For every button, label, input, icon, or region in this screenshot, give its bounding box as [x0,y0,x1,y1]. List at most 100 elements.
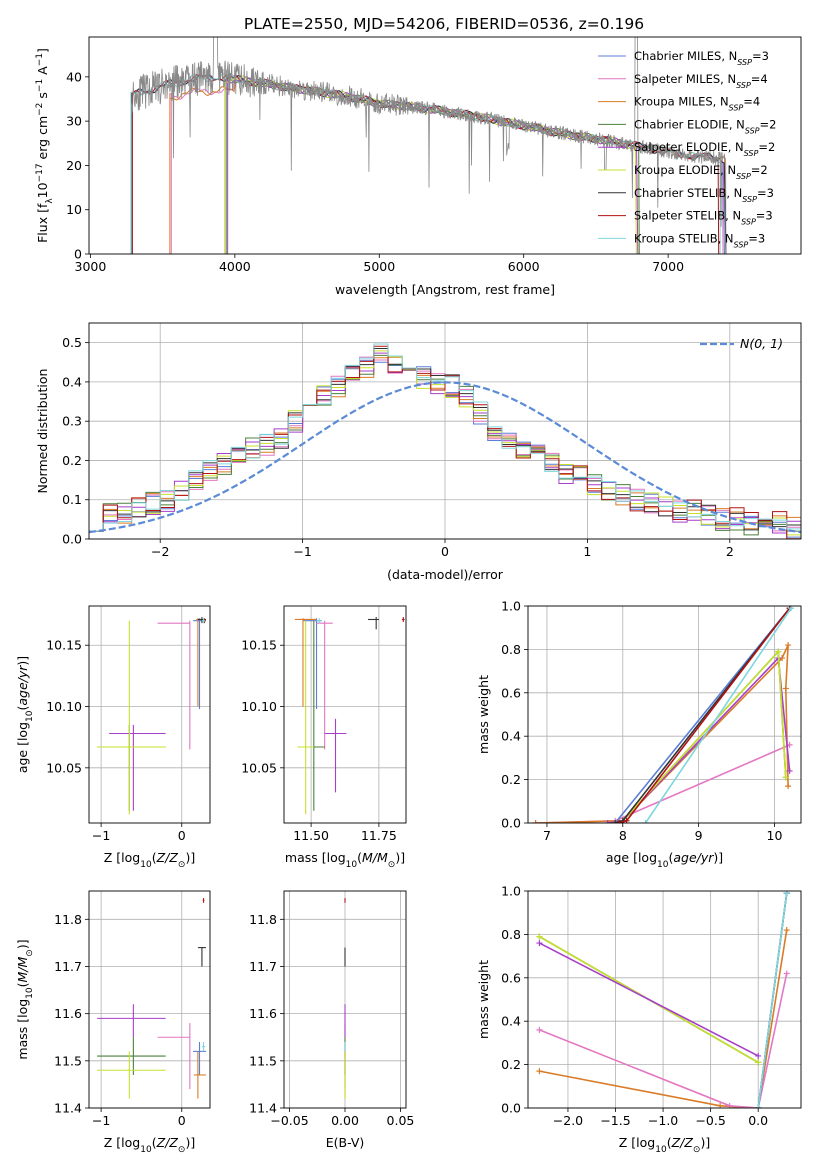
plot-frame [88,605,211,824]
y-tick-label: 0.0 [501,816,521,831]
y-tick-label: 1.0 [501,884,521,899]
spectrum-panel: 3000 4000 5000 6000 7000 0 10 20 30 40 wavelength … [35,36,802,297]
figure-title: PLATE=2550, MJD=54206, FIBERID=0536, z=0… [244,15,644,33]
legend-text: Kroupa ELODIE, N [634,163,736,177]
label-part: ⊙ [25,949,35,957]
legend-subscript: SSP [745,126,760,135]
y-tick-label: 0.2 [501,1057,521,1072]
model-spectrum-chabrier_elodie [225,76,640,254]
plot-area [89,343,801,539]
weight-line-salpeter_stelib [618,607,791,823]
legend-entry: Chabrier STELIB, NSSP=3 [634,186,774,204]
label-part: mass [log [285,850,346,865]
x-tick-label: 7000 [652,259,684,274]
legend-suffix: =4 [751,72,768,86]
label-part: ⊙ [178,1145,186,1155]
weight-marker-kroupa_miles [785,783,792,790]
legend-entry: Kroupa ELODIE, NSSP=2 [634,163,768,181]
x-axis-label: mass [log10(M/M⊙)] [285,850,405,870]
legend-subscript: SSP [736,80,751,89]
x-tick-label: 0.05 [387,1113,415,1128]
legend-text: Salpeter STELIB, N [634,209,741,223]
y-tick-label: 11.7 [54,959,82,974]
weight-marker-salpeter_elodie [536,940,543,947]
weight-marker-kroupa_miles [532,820,539,823]
label-part: 10 [657,860,669,870]
x-axis-label: Z [log10(Z/Z⊙)] [104,850,195,870]
plot-frame [88,322,802,540]
label-part: 10 [35,182,50,198]
weight-marker-salpeter_elodie [755,1052,762,1059]
label-part: s [35,92,50,103]
x-tick-label: 7 [543,828,551,843]
y-tick-label: 11.5 [54,1053,82,1068]
x-tick-label: 8 [619,828,627,843]
y-axis-label: age [log10(age/yr)] [15,656,35,773]
label-part: M/M [15,956,30,982]
label-part: )] [713,850,723,865]
x-axis-label: Z [log10(Z/Z⊙)] [104,1135,195,1155]
x-tick-label: 9 [695,828,703,843]
legend-text: Chabrier STELIB, N [634,186,742,200]
legend-text: Chabrier MILES, N [634,49,737,63]
label-part: ( [668,850,673,865]
weight-marker-kroupa_stelib [755,1105,762,1108]
y-tick-label: 11.6 [54,1006,82,1021]
legend-suffix: =4 [743,95,760,109]
legend-suffix: =3 [757,186,774,200]
x-tick-label: −1.0 [648,1113,678,1128]
legend-suffix: =2 [758,140,775,154]
plot-frame [527,605,802,824]
y-tick-label: 0.8 [501,927,521,942]
label-part: ] [35,48,50,53]
x-tick-label: 10 [767,828,783,843]
legend-entry: Chabrier MILES, NSSP=3 [634,49,769,67]
weight-line-salpeter_elodie [539,942,759,1057]
y-tick-label: 10.05 [46,760,82,775]
plot-frame [283,605,407,824]
label-part: age/yr [673,850,714,865]
label-part: Z/Z [671,1135,694,1150]
x-tick-label: −0.05 [270,1113,308,1128]
weight-line-salpeter_miles [539,973,788,1108]
y-tick-label: 11.8 [249,912,277,927]
legend-subscript: SSP [742,194,757,203]
weight-marker-chabrier_stelib [612,820,619,823]
weight-marker-kroupa_miles [782,685,789,692]
label-part: Z/Z [156,1135,179,1150]
y-tick-label: 10.10 [241,699,277,714]
legend-entry: Salpeter MILES, NSSP=4 [634,72,768,90]
label-part: )] [15,939,30,949]
x-tick-label: 6000 [508,259,540,274]
weight-line-kroupa_miles [535,644,789,823]
y-tick-label: 11.5 [249,1053,277,1068]
weight-marker-kroupa_miles [536,1068,543,1075]
weight-marker-kroupa_stelib [642,820,649,823]
weight-line-salpeter_miles [535,744,790,823]
label-part: 10 [655,1145,667,1155]
legend-entry: Salpeter ELODIE, NSSP=2 [634,140,775,158]
label-part: 10 [25,710,35,722]
y-tick-label: 30 [66,114,82,129]
label-part: )] [395,850,405,865]
label-part: 10 [25,987,35,999]
y-tick-label: 0.4 [501,729,521,744]
label-part: Flux [f [35,203,50,243]
label-part: −1 [35,79,45,92]
y-tick-label: 0.3 [62,414,82,429]
x-tick-label: 0 [441,544,449,559]
legend-subscript: SSP [736,172,751,181]
plot-area [532,606,795,823]
x-tick-label: −1 [92,828,110,843]
legend-text: Chabrier ELODIE, N [634,117,745,131]
label-part: Z/Z [156,850,179,865]
y-tick-label: 0 [74,247,82,262]
label-part: )] [185,1135,195,1150]
label-part: Z [log [104,850,140,865]
legend-text: Salpeter ELODIE, N [634,140,744,154]
label-part: 10 [140,860,152,870]
weight-marker-salpeter_miles [536,1026,543,1033]
weight-line-kroupa_stelib [757,893,788,1108]
